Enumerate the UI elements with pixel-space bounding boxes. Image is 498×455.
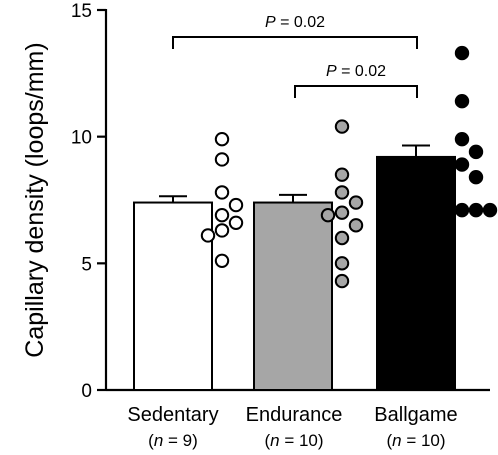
data-point-sedentary [214,185,230,200]
bar-endurance [253,201,333,391]
data-point-sedentary [214,132,230,147]
p-value-label: P = 0.02 [326,63,386,80]
significance-bracket [294,85,418,98]
data-point-endurance [334,167,350,182]
significance-bracket [172,36,418,49]
data-point-ballgame [454,132,470,147]
data-point-endurance [320,208,336,223]
y-tick-label: 10 [71,128,92,149]
bar-ballgame [376,155,456,391]
data-point-sedentary [214,253,230,268]
y-tick-label: 5 [81,254,92,275]
category-labels: Sedentary (n = 9) Endurance (n = 10) Ballgam… [127,404,457,450]
y-axis-label: Capillary density (loops/mm) [21,42,49,357]
bars [133,144,456,391]
data-point-ballgame [454,157,470,172]
data-point-endurance [334,119,350,134]
n-label: (n = 10) [264,431,323,450]
data-point-sedentary [228,197,244,213]
n-label: (n = 9) [148,431,198,450]
data-point-sedentary [214,152,230,167]
category-label-ballgame: Ballgame [374,404,457,426]
data-point-endurance [334,256,350,271]
n-label: (n = 10) [386,431,445,450]
data-point-ballgame [454,202,470,218]
y-tick-label: 15 [71,1,92,22]
data-points [200,45,498,289]
data-point-endurance [334,185,350,200]
data-point-ballgame [454,45,470,61]
data-point-ballgame [468,144,484,160]
data-point-ballgame [482,202,498,218]
significance-brackets: P = 0.02 P = 0.02 [172,14,418,98]
category-label-endurance: Endurance [246,404,343,426]
data-point-ballgame [468,202,484,218]
data-point-sedentary [200,228,216,243]
data-point-endurance [348,195,364,210]
data-point-sedentary [228,215,244,231]
p-value-label: P = 0.02 [265,14,325,31]
y-tick-label: 0 [81,381,92,402]
data-point-ballgame [440,202,456,218]
data-point-endurance [334,205,350,220]
data-point-ballgame [468,170,484,185]
category-label-sedentary: Sedentary [127,404,218,426]
data-point-sedentary [214,223,230,238]
data-point-endurance [348,218,364,233]
bar-sedentary [133,201,213,391]
data-point-endurance [334,273,350,289]
data-point-sedentary [214,208,230,223]
data-point-endurance [334,230,350,246]
data-point-ballgame [454,94,470,109]
